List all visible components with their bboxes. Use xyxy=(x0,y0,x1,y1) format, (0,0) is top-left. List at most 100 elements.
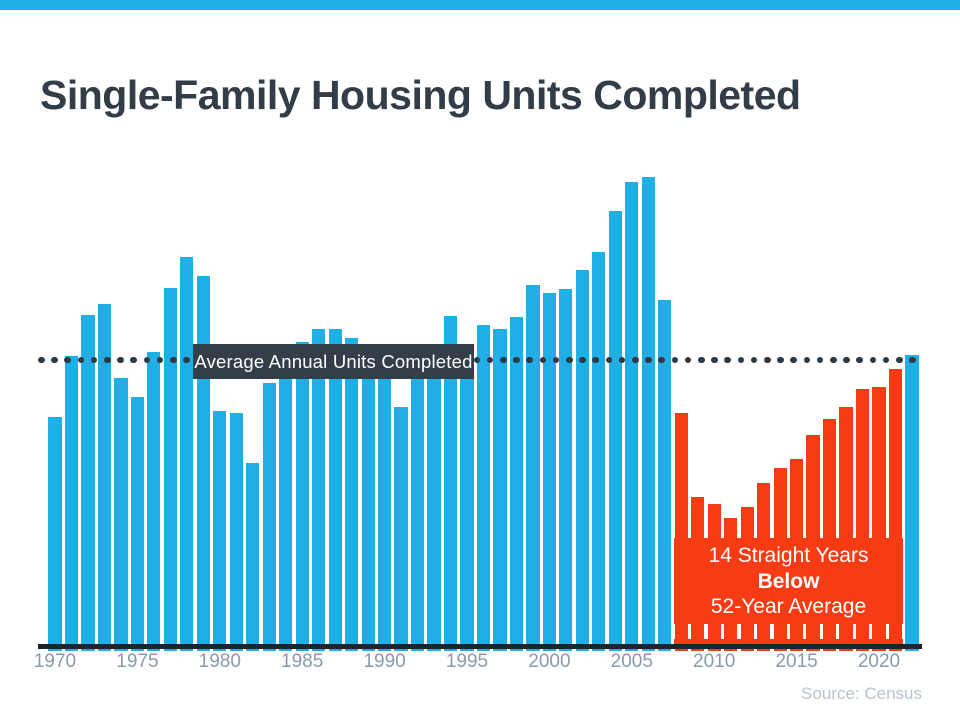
bar-2007 xyxy=(658,300,672,651)
bar-1980 xyxy=(213,411,227,651)
average-line-dot xyxy=(764,356,771,364)
chart-area: Average Annual Units Completed 14 Straig… xyxy=(0,110,960,720)
average-line-dot xyxy=(671,356,679,364)
average-line-dot xyxy=(711,356,718,364)
average-line-dot xyxy=(90,356,98,364)
average-line-dot xyxy=(552,356,560,364)
average-line-dot xyxy=(38,356,45,364)
average-line-dot xyxy=(856,356,863,364)
bar-1971 xyxy=(64,356,79,651)
bar-1990 xyxy=(378,360,392,651)
bar-1975 xyxy=(130,396,144,651)
average-line-dot xyxy=(777,356,784,364)
x-axis-line xyxy=(38,644,922,649)
average-line-dot xyxy=(117,356,124,364)
bar-2002 xyxy=(575,270,589,651)
x-tick-2015: 2015 xyxy=(775,651,818,672)
average-line-dot xyxy=(104,356,111,364)
top-accent-bar xyxy=(0,0,960,10)
red-annotation-block xyxy=(673,538,903,624)
average-line-dot xyxy=(183,356,190,364)
page-title: Single-Family Housing Units Completed xyxy=(40,72,801,119)
average-line-label-text: Average Annual Units Completed xyxy=(194,350,473,372)
average-line-dot xyxy=(77,356,85,364)
x-tick-1995: 1995 xyxy=(445,651,489,672)
bar-2022 xyxy=(905,354,919,651)
bar-2005 xyxy=(625,181,639,651)
average-line-dot xyxy=(156,356,164,364)
bar-2001 xyxy=(559,289,573,651)
average-line-dot xyxy=(605,356,613,364)
average-line-dot xyxy=(566,356,573,364)
average-line-dot xyxy=(130,356,137,364)
x-tick-2010: 2010 xyxy=(693,651,736,672)
average-line-dot xyxy=(513,356,520,364)
bar-1985 xyxy=(295,341,309,651)
bar-1970 xyxy=(48,416,62,651)
bar-1974 xyxy=(114,378,128,651)
bar-1984 xyxy=(279,350,293,651)
x-tick-1970: 1970 xyxy=(33,651,77,672)
average-line-dot xyxy=(724,356,731,364)
bar-2004 xyxy=(608,210,622,651)
bar-1997 xyxy=(493,329,507,651)
annotation-line-2: Below xyxy=(757,569,820,593)
average-line-dot xyxy=(737,356,745,364)
average-line-dot xyxy=(882,356,890,364)
average-line-dot xyxy=(843,356,850,364)
bar-1983 xyxy=(262,382,276,651)
average-line-dot xyxy=(473,356,481,364)
average-line-dot xyxy=(539,356,547,364)
average-line-dot xyxy=(816,356,824,364)
x-tick-2020: 2020 xyxy=(857,651,901,672)
average-line-dot xyxy=(658,356,665,364)
average-line-dot xyxy=(592,356,599,364)
average-line-dot xyxy=(618,356,626,364)
source-credit: Source: Census xyxy=(801,684,922,703)
bar-1986 xyxy=(312,328,326,651)
bar-1999 xyxy=(526,284,540,651)
red-annotation-bottom-strip xyxy=(673,639,903,645)
average-line-dot xyxy=(632,356,639,364)
average-line-dot xyxy=(526,356,533,364)
average-line-dot xyxy=(645,356,652,364)
annotation-line-1: 14 Straight Years xyxy=(708,544,869,567)
bar-1995 xyxy=(460,346,474,651)
average-line-dot xyxy=(896,356,903,364)
bar-1993 xyxy=(427,348,441,651)
average-line-dot xyxy=(790,356,797,364)
x-tick-1985: 1985 xyxy=(281,651,324,672)
bar-1972 xyxy=(81,314,95,651)
average-line-dot xyxy=(64,356,71,364)
x-tick-2005: 2005 xyxy=(610,651,653,672)
bar-1979 xyxy=(196,276,210,651)
average-line-dot xyxy=(869,356,877,364)
average-line-dot xyxy=(830,356,837,364)
average-line-dot xyxy=(486,356,494,364)
average-line-dot xyxy=(51,356,58,364)
bar-1988 xyxy=(345,338,359,651)
x-tick-1980: 1980 xyxy=(198,651,241,672)
average-line-dot xyxy=(698,356,705,364)
annotation-line-3: 52-Year Average xyxy=(710,595,867,618)
average-line-dot xyxy=(500,356,507,364)
average-line-dot xyxy=(750,356,758,364)
bar-1978 xyxy=(180,256,194,651)
average-line-dot xyxy=(684,356,692,364)
average-line-dot xyxy=(170,356,177,364)
bar-1977 xyxy=(163,288,177,651)
bar-1994 xyxy=(443,316,458,651)
bar-1989 xyxy=(361,348,375,651)
average-line-dot xyxy=(143,356,151,364)
x-tick-1990: 1990 xyxy=(363,651,406,672)
average-line-dot xyxy=(803,356,811,364)
bar-1992 xyxy=(410,370,425,651)
bar-1981 xyxy=(229,412,243,651)
bar-1973 xyxy=(97,304,112,651)
bar-1987 xyxy=(328,329,342,651)
bar-1998 xyxy=(509,316,524,651)
bar-1982 xyxy=(246,462,260,651)
average-line-label: Average Annual Units Completed xyxy=(193,344,474,379)
bar-1996 xyxy=(476,324,491,651)
